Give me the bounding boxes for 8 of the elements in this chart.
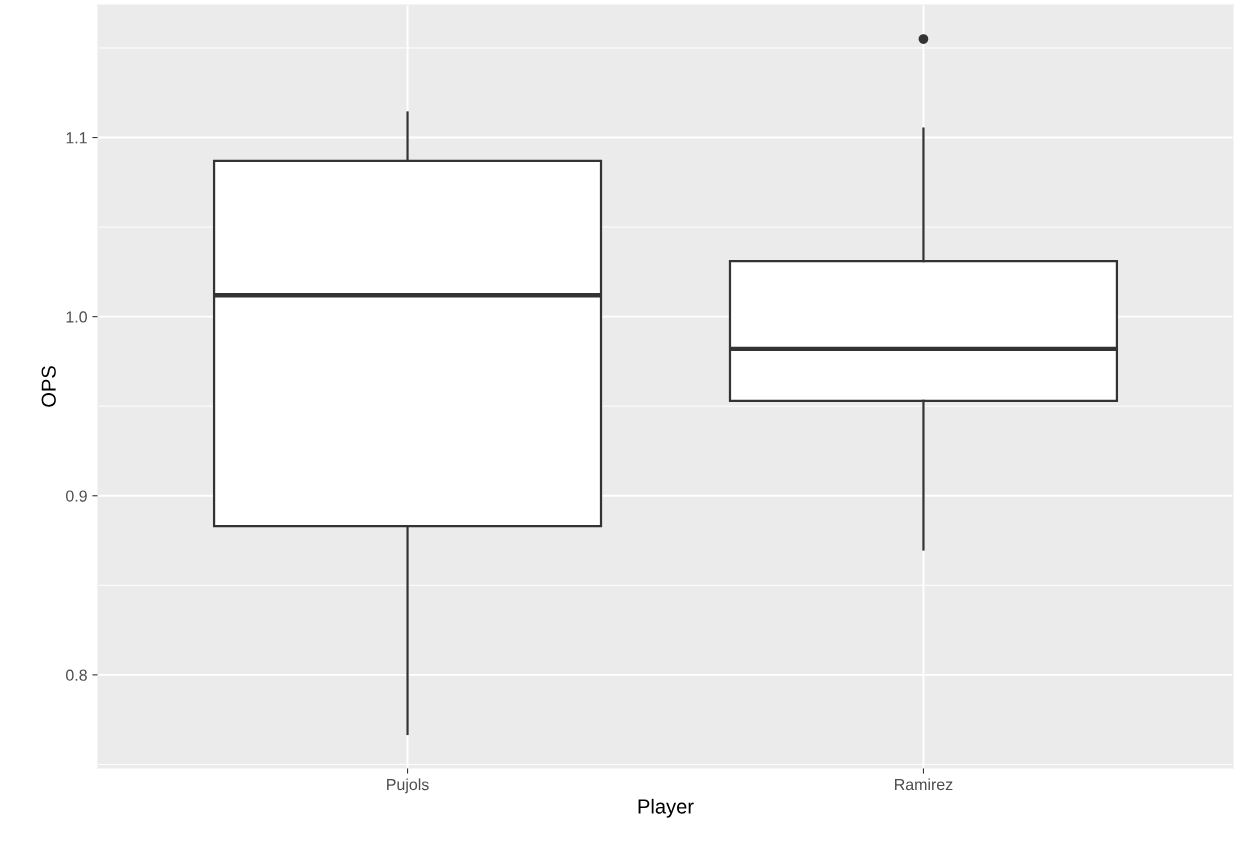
y-tick-label: 1.1 — [66, 132, 87, 144]
y-tick-label: 0.8 — [66, 669, 87, 681]
x-tick-label: Pujols — [387, 778, 429, 794]
y-tick-label: 1.0 — [66, 311, 87, 323]
y-axis-title: OPS — [41, 366, 56, 407]
x-axis-title: Player — [638, 798, 694, 818]
x-tick-label: Ramirez — [895, 778, 953, 791]
y-tick-label: 0.9 — [66, 490, 87, 502]
